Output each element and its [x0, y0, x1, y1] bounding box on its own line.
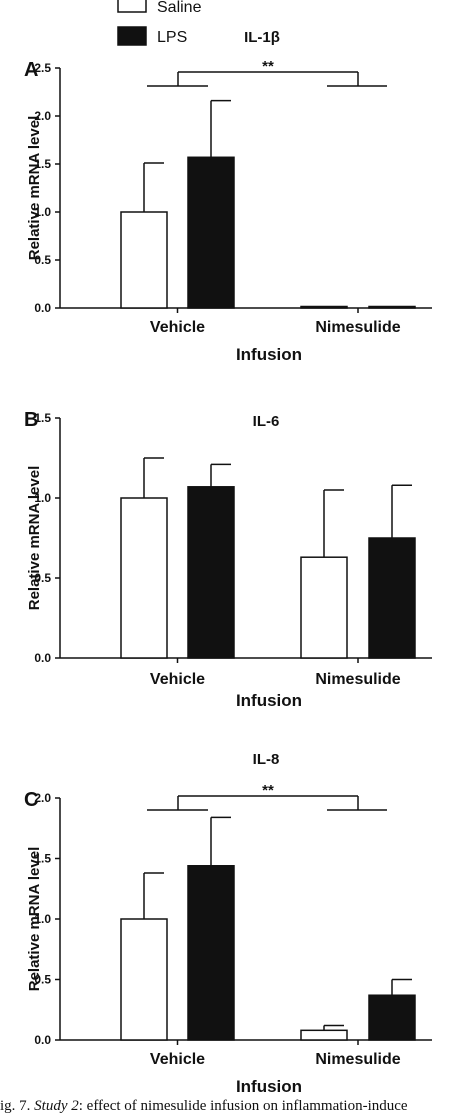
- y-tick-label: 2.0: [34, 109, 51, 123]
- caption-study: Study 2: [34, 1098, 79, 1114]
- y-tick-label: 1.0: [34, 205, 51, 219]
- y-tick-label: 0.0: [34, 1033, 51, 1047]
- bar-saline-vehicle: [120, 918, 168, 1041]
- bar-lps-vehicle: [187, 865, 235, 1041]
- legend: Saline LPS: [117, 0, 202, 46]
- bar-lps-nimesulide: [368, 537, 416, 659]
- y-tick-label: 0.5: [34, 973, 51, 987]
- legend-swatch-lps: [117, 26, 147, 46]
- bar-saline-vehicle: [120, 211, 168, 309]
- y-tick-label: 0.0: [34, 651, 51, 665]
- chart-panel-a: A IL-1β 0.0 0.5 1.0 1.5 2.0 2.5 Relative mRNA le…: [24, 29, 432, 364]
- bar-saline-nimesulide: [300, 305, 348, 309]
- y-tick-label: 2.5: [34, 61, 51, 75]
- panel-letter: C: [24, 789, 38, 811]
- bar-saline-nimesulide: [300, 1029, 348, 1041]
- y-tick-label: 1.0: [34, 491, 51, 505]
- legend-label-saline: Saline: [157, 0, 202, 16]
- caption-prefix: ig. 7.: [0, 1098, 35, 1114]
- caption-text: : effect of nimesulide infusion on infla…: [78, 1098, 408, 1114]
- x-axis-label: Infusion: [236, 691, 302, 710]
- x-tick-label: Nimesulide: [315, 319, 400, 336]
- x-tick-label: Vehicle: [150, 1051, 205, 1068]
- significance-bracket: **: [147, 782, 387, 811]
- y-tick-label: 1.5: [34, 852, 51, 866]
- x-axis-label: Infusion: [236, 1077, 302, 1096]
- panel-letter: B: [24, 409, 38, 431]
- y-tick-label: 0.5: [34, 571, 51, 585]
- bar-lps-vehicle: [187, 156, 235, 309]
- chart-title: IL-8: [253, 751, 280, 768]
- x-tick-label: Nimesulide: [315, 1051, 400, 1068]
- legend-label-lps: LPS: [157, 29, 187, 46]
- y-tick-label: 0.0: [34, 301, 51, 315]
- y-axis-label: Relative mRNA level: [26, 466, 43, 611]
- x-tick-label: Vehicle: [150, 671, 205, 688]
- legend-swatch-saline: [117, 0, 147, 13]
- y-tick-label: 0.5: [34, 253, 51, 267]
- x-tick-label: Nimesulide: [315, 671, 400, 688]
- panels: A IL-1β 0.0 0.5 1.0 1.5 2.0 2.5 Relative mRNA le…: [24, 29, 432, 1096]
- significance-bracket: **: [147, 58, 387, 87]
- bar-lps-vehicle: [187, 486, 235, 659]
- x-axis-label: Infusion: [236, 345, 302, 364]
- bar-saline-nimesulide: [300, 556, 348, 659]
- y-axis-label: Relative mRNA level: [26, 847, 43, 992]
- y-tick-label: 1.5: [34, 411, 51, 425]
- y-axis-label: Relative mRNA level: [26, 116, 43, 261]
- chart-panel-c: C IL-8 0.0 0.5 1.0 1.5 2.0 Relative mRNA level V…: [24, 751, 432, 1096]
- y-tick-label: 1.5: [34, 157, 51, 171]
- chart-title: IL-6: [253, 413, 280, 430]
- bar-lps-nimesulide: [368, 305, 416, 309]
- chart-panel-b: B IL-6 0.0 0.5 1.0 1.5 Relative mRNA level Vehi…: [24, 409, 432, 710]
- bar-saline-vehicle: [120, 497, 168, 659]
- y-tick-label: 2.0: [34, 791, 51, 805]
- significance-label: **: [262, 782, 274, 799]
- figure-caption: ig. 7. Study 2: effect of nimesulide inf…: [0, 1098, 474, 1115]
- y-tick-label: 1.0: [34, 912, 51, 926]
- chart-title: IL-1β: [244, 29, 280, 46]
- significance-label: **: [262, 58, 274, 75]
- panel-letter: A: [24, 59, 38, 81]
- x-tick-label: Vehicle: [150, 319, 205, 336]
- bar-lps-nimesulide: [368, 994, 416, 1041]
